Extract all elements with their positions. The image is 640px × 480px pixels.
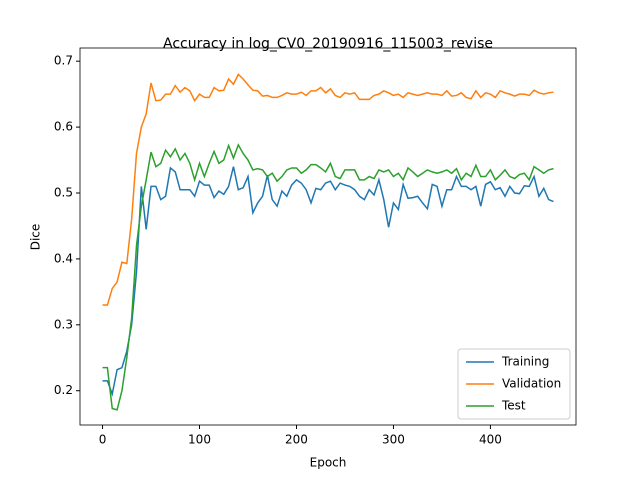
line-series	[102, 166, 554, 397]
y-tick-label: 0.2	[54, 383, 73, 397]
y-tick-label: 0.3	[54, 317, 73, 331]
y-tick-label: 0.5	[54, 186, 73, 200]
x-tick-label: 400	[479, 433, 502, 447]
line-series	[102, 143, 554, 411]
legend-label: Validation	[502, 377, 561, 391]
y-tick-label: 0.4	[54, 251, 73, 265]
x-tick-label: 0	[99, 433, 107, 447]
plot-frame	[79, 47, 577, 426]
chart-title: Accuracy in log_CV0_20190916_115003_revi…	[163, 36, 493, 52]
x-tick-label: 100	[188, 433, 211, 447]
x-tick-label: 200	[285, 433, 308, 447]
y-axis-label: Dice	[29, 224, 43, 251]
line-series	[102, 73, 554, 306]
legend-label: Training	[501, 355, 549, 369]
x-tick-label: 300	[382, 433, 405, 447]
x-axis-label: Epoch	[310, 456, 347, 470]
y-tick-label: 0.7	[54, 54, 73, 68]
y-tick-label: 0.6	[54, 120, 73, 134]
legend-box	[457, 348, 571, 420]
legend-label: Test	[501, 399, 526, 413]
